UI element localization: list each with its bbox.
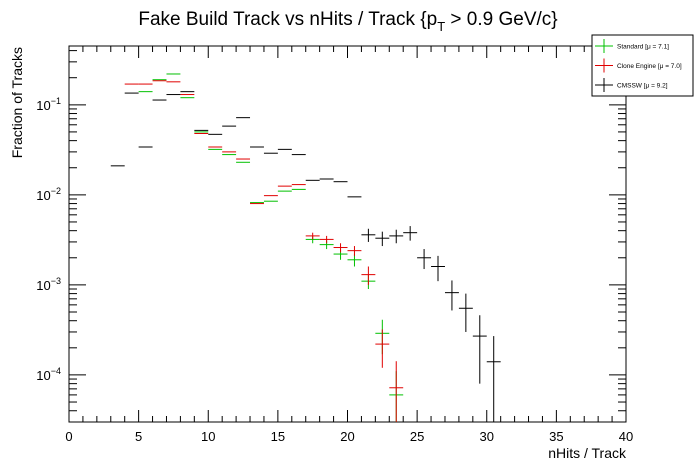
legend: Standard [μ = 7.1] Clone Engine [μ = 7.0]… [591, 34, 694, 97]
legend-label: Clone Engine [μ = 7.0] [617, 63, 682, 70]
series-clone-engine [124, 80, 404, 422]
data-point [403, 226, 418, 241]
x-tick-label: 5 [135, 429, 142, 444]
data-point [431, 255, 445, 282]
chart-title: Fake Build Track vs nHits / Track {pT > … [138, 9, 557, 34]
legend-label: Standard [μ = 7.1] [617, 44, 669, 51]
x-tick-label: 35 [549, 429, 563, 444]
data-point [444, 280, 459, 311]
x-tick-label: 40 [619, 429, 633, 444]
data-point [375, 329, 390, 368]
y-tick-label: 10−1 [36, 96, 61, 113]
legend-entry-standard: Standard [μ = 7.1] [595, 39, 669, 53]
data-point [486, 336, 501, 422]
y-axis-title: Fraction of Tracks [9, 47, 25, 158]
data-point [361, 266, 376, 285]
chart-title-tail: > 0.9 GeV/c} [445, 9, 558, 30]
plot-frame [68, 45, 627, 423]
data-marks [110, 73, 501, 422]
data-point [333, 243, 348, 253]
y-tick-label: 10−2 [36, 186, 61, 203]
x-tick-label: 30 [480, 429, 494, 444]
data-point [389, 361, 404, 422]
legend-entry-clone-engine: Clone Engine [μ = 7.0] [595, 58, 682, 73]
x-tick-label: 0 [65, 429, 72, 444]
legend-label: CMSSW [μ = 9.2] [617, 83, 668, 90]
data-point [361, 228, 376, 242]
data-point [305, 232, 320, 240]
data-point [472, 315, 487, 384]
x-tick-label: 25 [410, 429, 424, 444]
chart-title-main: Fake Build Track vs nHits / Track {p [138, 9, 437, 30]
legend-box [591, 34, 694, 97]
y-tick-label: 10−3 [36, 276, 61, 293]
x-tick-label: 10 [201, 429, 215, 444]
data-point [347, 246, 362, 256]
data-point [417, 249, 432, 270]
chart-title-subscript: T [437, 19, 445, 34]
series-cmssw [110, 91, 501, 422]
y-axis: 10−4 10−3 10−2 10−1 [36, 50, 626, 423]
data-point [319, 235, 334, 244]
y-tick-label: 10−4 [36, 366, 61, 383]
x-axis-title: nHits / Track [548, 445, 627, 461]
data-point [375, 231, 390, 247]
x-tick-label: 20 [340, 429, 354, 444]
legend-entry-cmssw: CMSSW [μ = 9.2] [595, 78, 668, 92]
data-point [347, 254, 362, 267]
x-axis: 0 5 10 15 20 25 30 35 40 [65, 46, 633, 444]
data-point [458, 293, 473, 332]
x-tick-label: 15 [271, 429, 285, 444]
series-standard [138, 73, 404, 422]
data-point [389, 229, 404, 244]
